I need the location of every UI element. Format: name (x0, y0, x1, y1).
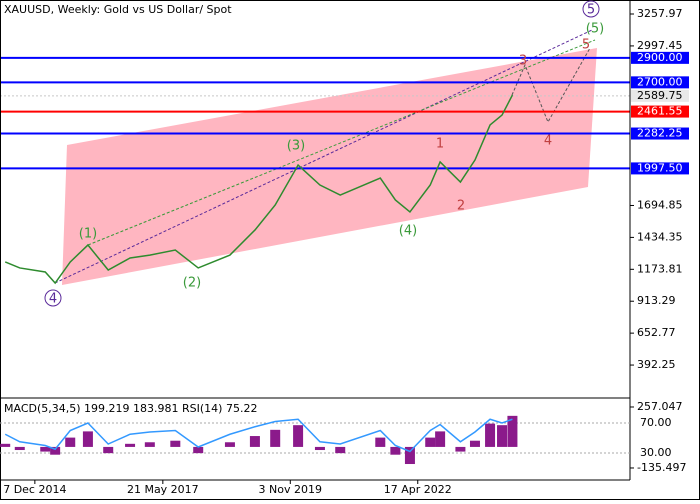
x-tick-label: 7 Dec 2014 (3, 483, 66, 496)
macd-bar (375, 437, 386, 447)
y2-tick-label: 70.00 (640, 416, 672, 429)
y-tick-label: 913.29 (637, 294, 676, 307)
macd-bar (65, 437, 76, 447)
macd-bar (507, 415, 518, 447)
wave-label: 4 (49, 292, 57, 307)
y-tick-label: 392.25 (637, 358, 676, 371)
forecast-path (511, 47, 591, 124)
macd-bar (103, 446, 114, 454)
macd-bar (497, 425, 508, 447)
macd-bar (40, 446, 51, 452)
macd-bar (435, 431, 446, 447)
wave-circle (44, 289, 62, 307)
macd-bar (144, 442, 155, 447)
rsi-line (4, 418, 513, 453)
macd-bar (455, 446, 466, 452)
last-price-label: 2589.75 (637, 89, 683, 102)
x-tick-label: 21 May 2017 (127, 483, 199, 496)
level-box (631, 127, 689, 140)
y-tick-label: 3257.97 (637, 7, 683, 20)
wave-label: 5 (582, 38, 590, 53)
macd-bar (249, 436, 260, 447)
y-tick-label: -135.497 (637, 461, 686, 474)
projection-line (54, 29, 593, 284)
y-tick-label: 1694.85 (637, 198, 683, 211)
y-tick-label: 652.77 (637, 326, 676, 339)
macd-bar (125, 443, 136, 447)
macd-bar (469, 440, 480, 447)
macd-bar (0, 443, 11, 447)
y-tick-label: 1434.35 (637, 230, 683, 243)
x-tick-label: 17 Apr 2022 (384, 483, 452, 496)
level-label: 2700.00 (637, 75, 683, 88)
wave-label: 2 (457, 199, 465, 214)
macd-bar (193, 446, 204, 454)
wave-label: 5 (587, 3, 595, 18)
level-box (631, 76, 689, 89)
wave-label: 4 (544, 134, 552, 149)
level-label: 1997.50 (637, 161, 683, 174)
chart-title: XAUUSD, Weekly: Gold vs US Dollar/ Spot (4, 3, 232, 16)
level-box (631, 105, 689, 118)
level-box (631, 162, 689, 175)
wave-label: (2) (183, 276, 201, 291)
level-label: 2461.55 (637, 105, 683, 118)
macd-bar (50, 446, 61, 455)
last-price-box (631, 89, 689, 102)
projection-line (87, 39, 596, 246)
plot (0, 56, 630, 285)
wave-label: (3) (287, 139, 305, 154)
macd-bar (335, 446, 346, 454)
wave-label: 1 (436, 137, 444, 152)
wave-circle (582, 0, 600, 18)
macd-bar (82, 431, 93, 447)
wave-label: 3 (519, 54, 527, 69)
macd-bar (170, 440, 181, 447)
wave-label: (5) (586, 22, 604, 37)
y-tick-label: 2997.45 (637, 39, 683, 52)
level-box (631, 51, 689, 64)
price-line (4, 94, 514, 285)
indicator-title: MACD(5,34,5) 199.219 183.981 RSI(14) 75.… (4, 402, 257, 415)
level-label: 2282.25 (637, 127, 683, 140)
macd-bar (485, 423, 496, 447)
level-label: 2900.00 (637, 51, 683, 64)
channel (62, 48, 597, 285)
wave-label: (4) (399, 224, 417, 239)
macd-bar (390, 446, 401, 455)
macd-bar (293, 425, 304, 447)
wave-label: (1) (79, 227, 97, 242)
y-tick-label: 257.047 (637, 400, 683, 413)
macd-bar (224, 442, 235, 447)
macd-bar (314, 446, 325, 451)
macd-bar (14, 446, 25, 451)
y2-tick-label: 30.00 (640, 446, 672, 459)
y-tick-label: 1173.81 (637, 262, 683, 275)
macd-bar (425, 437, 436, 447)
macd-bar (270, 429, 281, 447)
x-tick-label: 3 Nov 2019 (259, 483, 322, 496)
macd-bar (404, 446, 415, 465)
